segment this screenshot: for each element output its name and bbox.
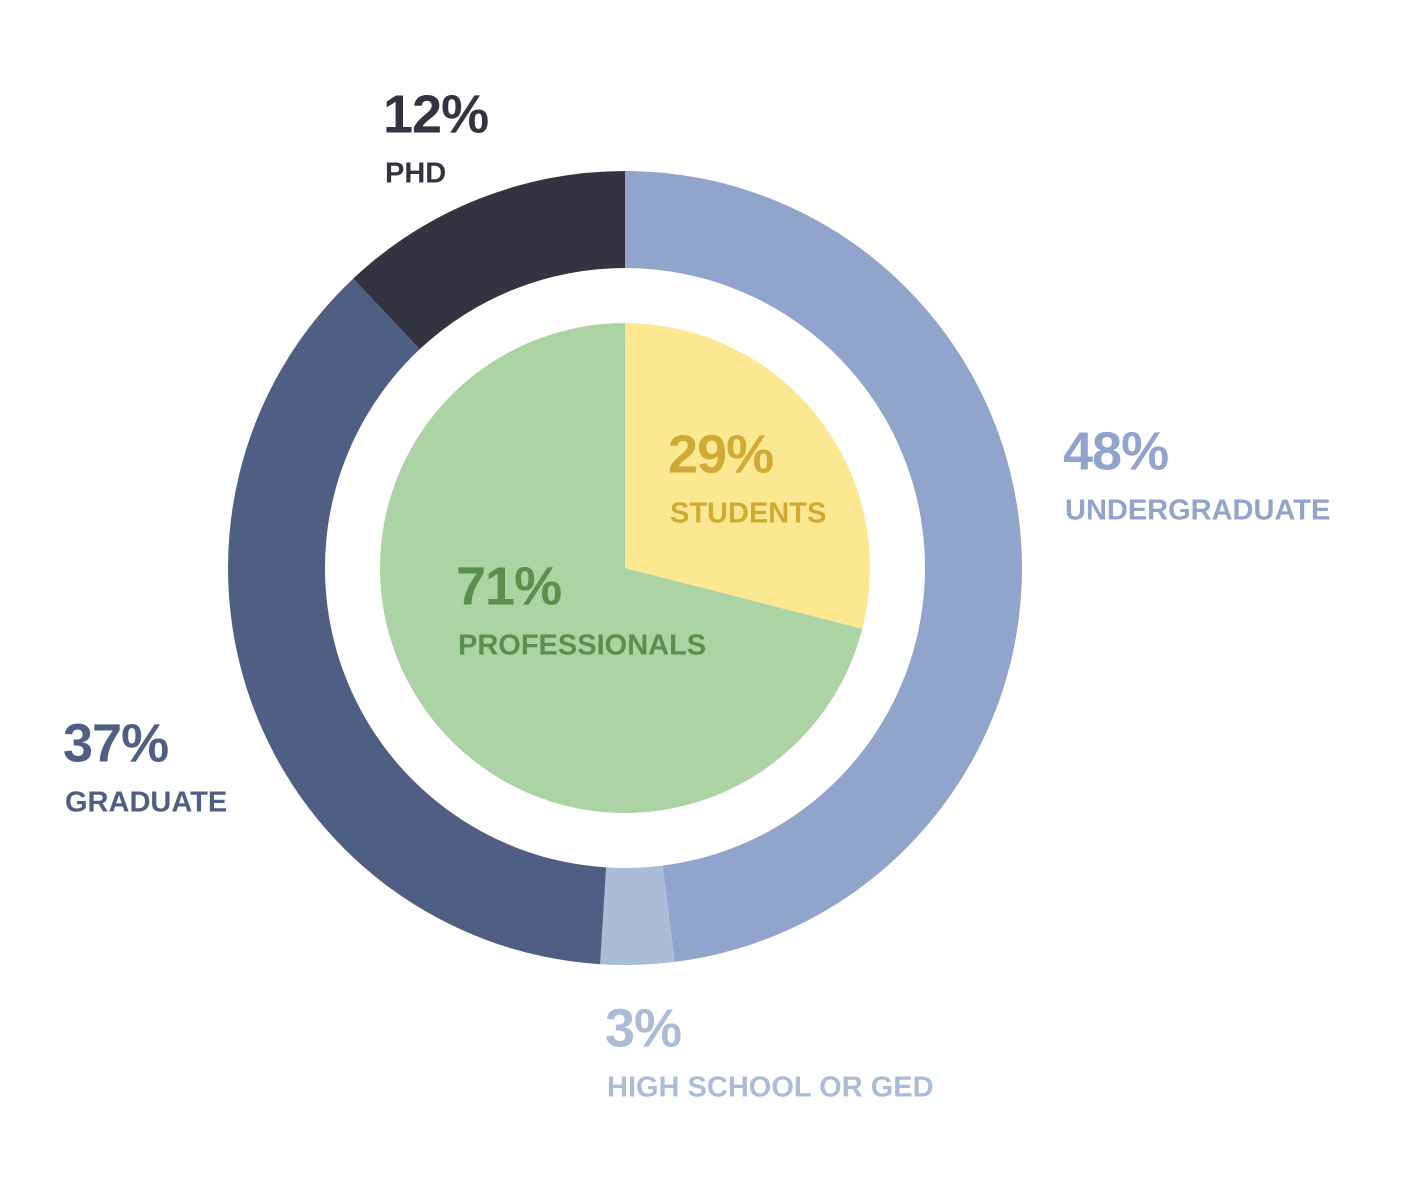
category-label: GRADUATE	[65, 787, 227, 819]
donut-segment	[600, 865, 675, 965]
donut-segment	[227, 278, 607, 965]
value-label: 37%	[63, 713, 168, 773]
value-label: 71%	[456, 556, 561, 616]
category-label: UNDERGRADUATE	[1065, 495, 1330, 527]
donut-segment	[625, 171, 1023, 962]
pie-slice	[625, 323, 870, 629]
value-label: 48%	[1063, 421, 1168, 481]
donut-segment	[353, 171, 625, 350]
value-label: 29%	[668, 424, 773, 484]
category-label: STUDENTS	[670, 498, 826, 530]
category-label: PHD	[385, 158, 446, 190]
value-label: 3%	[605, 998, 681, 1058]
value-label: 12%	[383, 84, 488, 144]
category-label: PROFESSIONALS	[458, 630, 706, 662]
pie-slice	[379, 323, 863, 813]
category-label: HIGH SCHOOL OR GED	[607, 1072, 934, 1104]
